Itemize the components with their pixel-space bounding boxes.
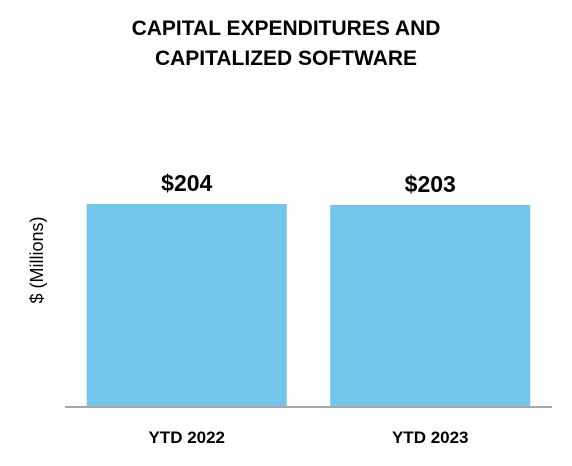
x-tick-label-2: YTD 2023 — [392, 428, 469, 447]
data-label-2: $203 — [405, 171, 456, 197]
bars-layer: $204 YTD 2022 $203 YTD 2023 — [86, 170, 531, 447]
chart-title-line-2: CAPITALIZED SOFTWARE — [154, 47, 418, 70]
bar-1 — [86, 204, 287, 406]
chart-title: CAPITAL EXPENDITURES AND CAPITALIZED SOF… — [0, 14, 572, 74]
chart-title-line-1: CAPITAL EXPENDITURES AND — [131, 17, 441, 40]
x-tick-label-1: YTD 2022 — [148, 428, 225, 447]
bar-2 — [330, 204, 531, 406]
y-axis-label: $ (Millions) — [27, 216, 47, 303]
data-label-1: $204 — [161, 170, 212, 196]
